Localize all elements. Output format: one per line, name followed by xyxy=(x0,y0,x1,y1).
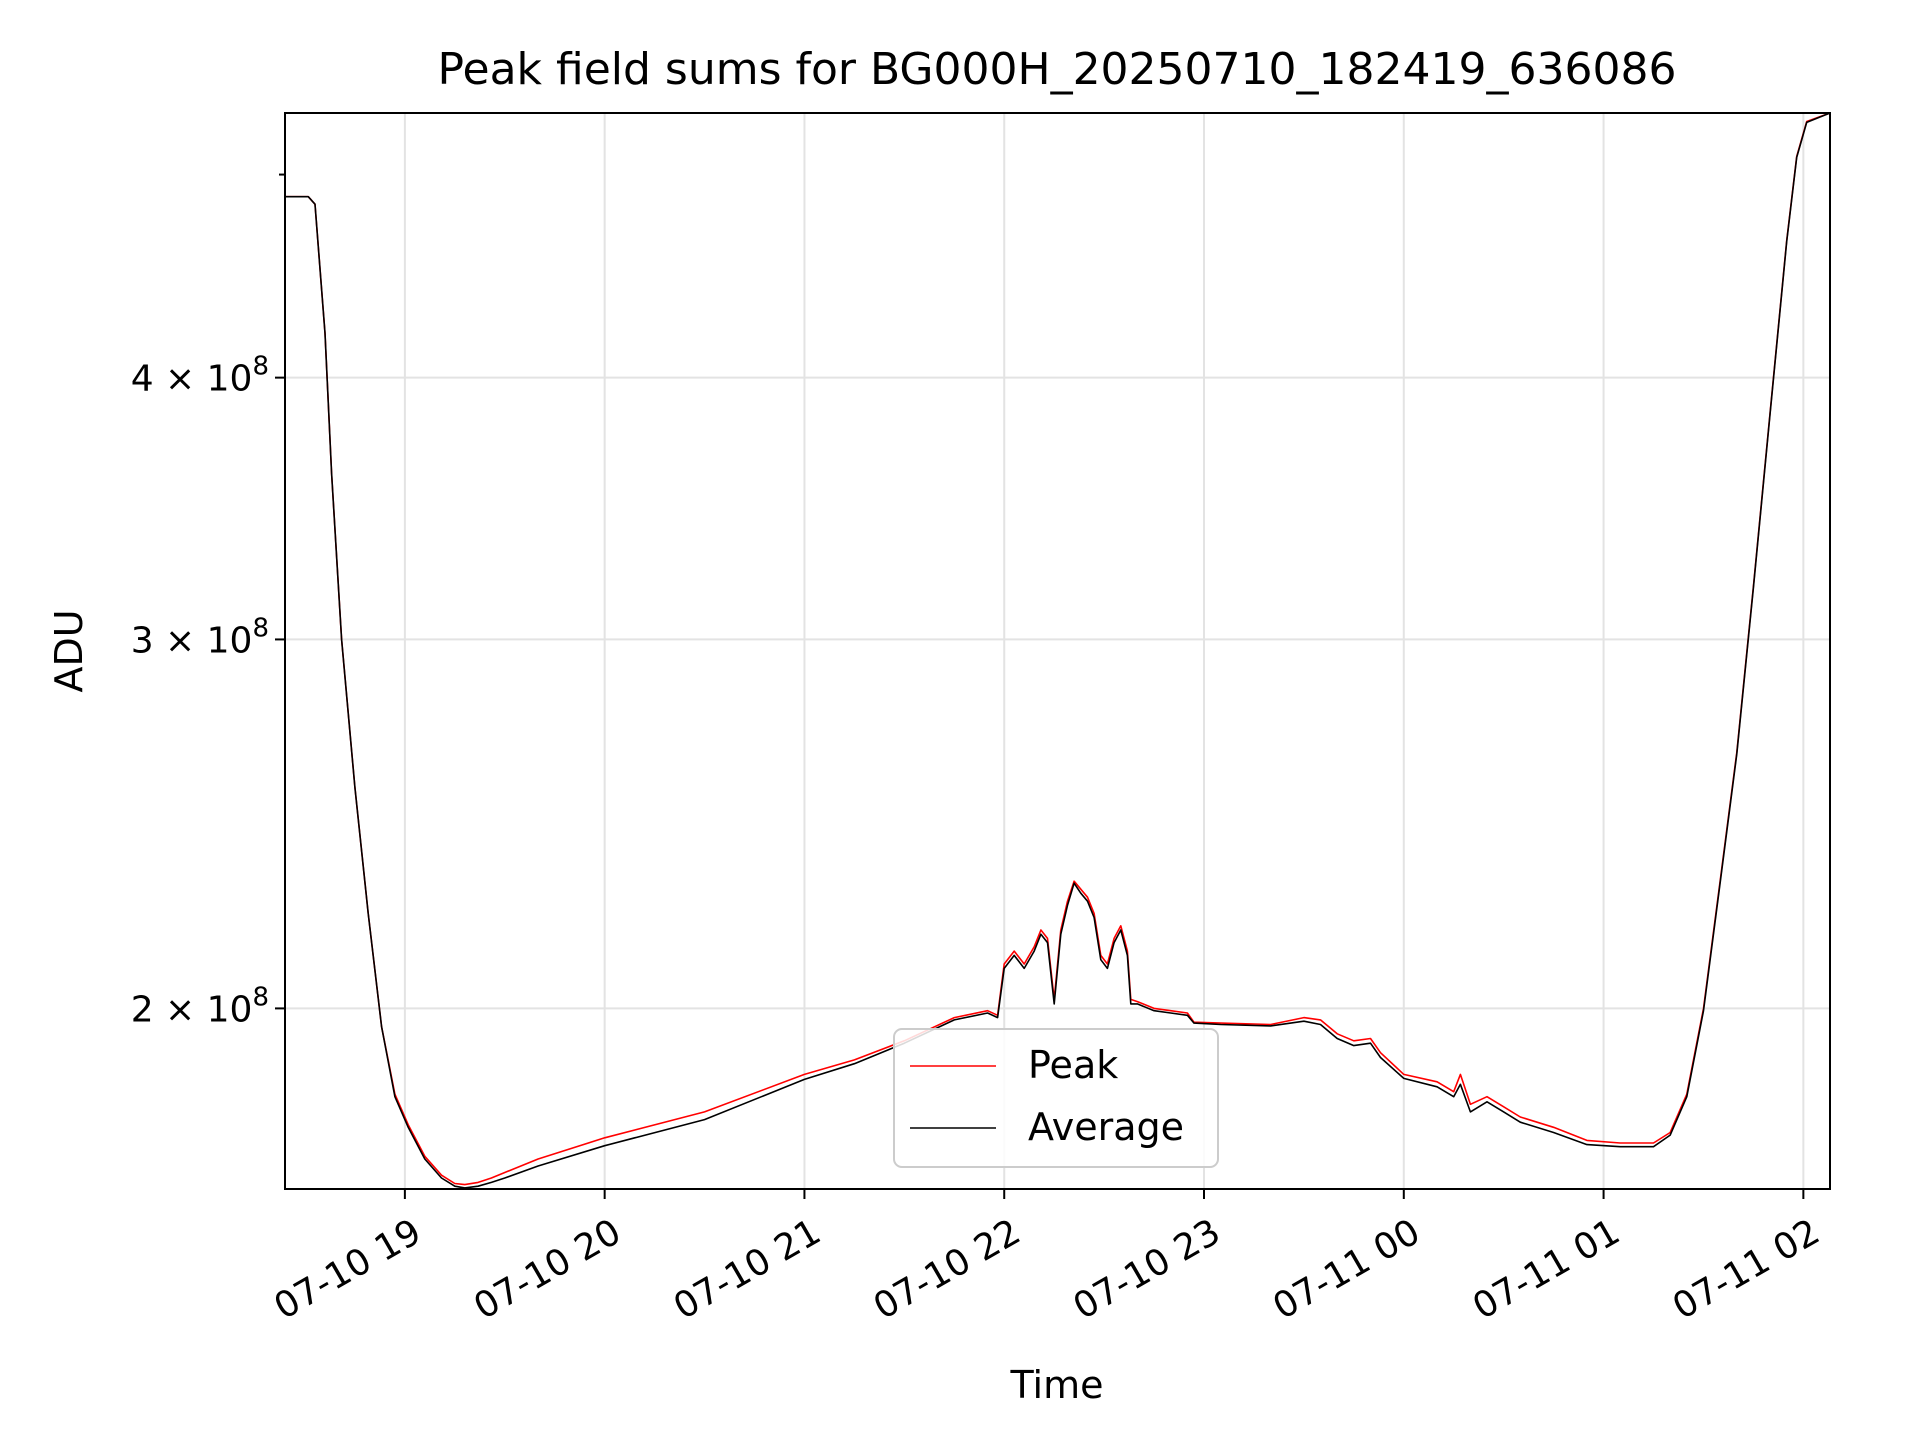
legend-label-peak: Peak xyxy=(1028,1043,1118,1087)
y-tick-label: 2 × 108 xyxy=(131,982,269,1030)
grid-layer xyxy=(285,113,1830,1189)
plot-frame xyxy=(284,112,1831,1190)
x-axis-label: Time xyxy=(1010,1363,1104,1407)
series-layer xyxy=(285,113,1830,1189)
y-tick-label: 4 × 108 xyxy=(131,352,269,400)
y-axis-ticks: 2 × 108 3 × 108 4 × 108 xyxy=(131,173,285,1030)
legend-label-average: Average xyxy=(1028,1105,1184,1149)
y-axis-label: ADU xyxy=(47,609,91,692)
series-line-average xyxy=(285,113,1830,1189)
series-line-peak xyxy=(285,113,1830,1186)
y-tick-label: 3 × 108 xyxy=(131,613,269,661)
chart-title: Peak field sums for BG000H_20250710_1824… xyxy=(438,44,1677,95)
legend: Peak Average xyxy=(893,1028,1219,1168)
legend-box xyxy=(893,1028,1219,1168)
